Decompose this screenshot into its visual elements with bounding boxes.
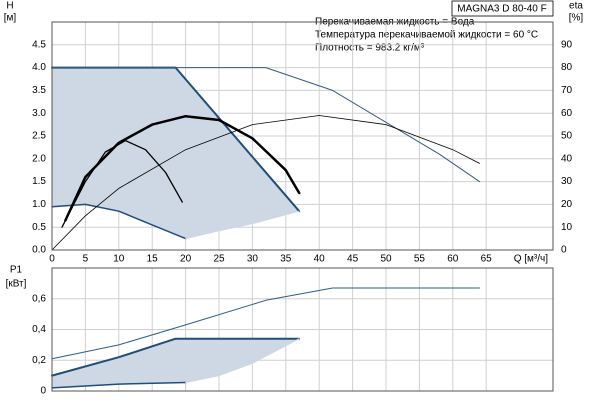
- y-tick-label: 2.0: [32, 153, 46, 164]
- x-tick-label: 0: [49, 254, 55, 265]
- y2-tick-label: 70: [561, 85, 573, 96]
- x-tick-label: 60: [447, 254, 459, 265]
- y-tick-label: 4.5: [32, 39, 46, 50]
- x-tick-label: 25: [213, 254, 225, 265]
- title-box: [451, 0, 554, 17]
- y2-tick-label: 20: [561, 199, 573, 210]
- y-tick-label: 0,4: [32, 324, 46, 335]
- y2-tick-label: 80: [561, 62, 573, 73]
- annotation: Плотность = 983.2 кг/м³: [315, 43, 425, 54]
- y-tick-label: 0,6: [32, 293, 46, 304]
- chart-title: MAGNA3 D 80-40 F: [457, 4, 546, 15]
- x-tick-label: 30: [247, 254, 259, 265]
- curve: [51, 67, 480, 183]
- y2-tick-label: 50: [561, 131, 573, 142]
- curve: [51, 381, 187, 389]
- curve: [51, 287, 480, 360]
- x-tick-label: 50: [380, 254, 392, 265]
- y2-tick-label: 10: [561, 222, 573, 233]
- x-axis-label: Q [м³/ч]: [514, 254, 549, 265]
- y-axis-unit: [кВт]: [6, 279, 27, 290]
- curve: [51, 337, 301, 377]
- plot-frame: [51, 267, 554, 392]
- y-tick-label: 2.5: [32, 131, 46, 142]
- annotation: Температура перекачиваемой жидкости = 60…: [315, 30, 538, 41]
- x-tick-label: 5: [83, 254, 89, 265]
- x-tick-label: 45: [347, 254, 359, 265]
- x-tick-label: 35: [280, 254, 292, 265]
- y2-tick-label: 90: [561, 39, 573, 50]
- y-tick-label: 0: [40, 386, 46, 397]
- curve: [61, 139, 183, 228]
- curve: [51, 203, 187, 240]
- y2-tick-label: 60: [561, 108, 573, 119]
- y2-axis-label: eta: [569, 1, 583, 12]
- curve: [185, 210, 300, 240]
- y-tick-label: 0.0: [32, 245, 46, 256]
- x-tick-label: 65: [481, 254, 493, 265]
- x-tick-label: 15: [147, 254, 159, 265]
- x-tick-label: 20: [180, 254, 192, 265]
- y-tick-label: 4.0: [32, 62, 46, 73]
- y-tick-label: 1.5: [32, 176, 46, 187]
- y-tick-label: 3.0: [32, 108, 46, 119]
- x-tick-label: 55: [414, 254, 426, 265]
- plot-frame: [51, 21, 554, 251]
- y2-tick-label: 0: [561, 245, 567, 256]
- x-tick-label: 10: [113, 254, 125, 265]
- y-axis-label: P1: [10, 265, 23, 276]
- operating-area: [52, 67, 300, 239]
- operating-area: [52, 338, 300, 388]
- curve: [185, 338, 300, 383]
- y-tick-label: 0.5: [32, 222, 46, 233]
- y-axis-label: H: [6, 1, 13, 12]
- y2-axis-unit: [%]: [569, 13, 584, 24]
- x-tick-label: 40: [314, 254, 326, 265]
- y2-tick-label: 40: [561, 153, 573, 164]
- y-tick-label: 3.5: [32, 85, 46, 96]
- y-tick-label: 0,2: [32, 355, 46, 366]
- y2-tick-label: 30: [561, 176, 573, 187]
- curve: [51, 115, 480, 251]
- y-axis-unit: [м]: [4, 13, 17, 24]
- y-tick-label: 1.0: [32, 199, 46, 210]
